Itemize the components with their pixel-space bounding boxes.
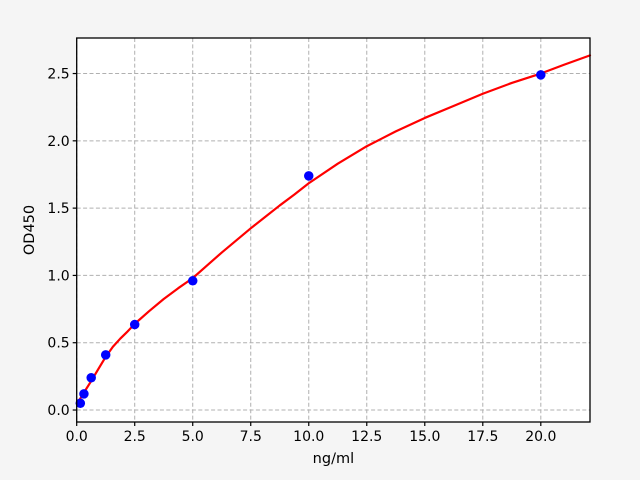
data-point — [100, 350, 111, 360]
data-point — [304, 171, 314, 181]
y-tick-label: 1.0 — [47, 268, 69, 284]
y-tick-label: 2.5 — [47, 67, 69, 83]
y-tick-label: 0.0 — [47, 403, 69, 419]
x-tick-label: 10.0 — [293, 429, 324, 445]
data-point — [536, 70, 546, 80]
y-tick-label: 0.5 — [47, 336, 69, 352]
data-point — [86, 372, 96, 383]
x-tick-label: 2.5 — [124, 429, 146, 445]
y-tick-label: 1.5 — [47, 201, 69, 217]
data-point — [79, 389, 89, 399]
x-tick-label: 7.5 — [240, 429, 262, 445]
x-axis-label: ng/ml — [313, 451, 354, 467]
x-tick-label: 20.0 — [525, 429, 556, 445]
axis-ticks — [72, 72, 542, 426]
data-series — [75, 54, 592, 409]
y-axis-label: OD450 — [22, 205, 38, 255]
x-tick-label: 17.5 — [467, 429, 498, 445]
x-tick-label: 12.5 — [351, 429, 382, 445]
gridlines — [76, 38, 590, 422]
x-tick-label: 5.0 — [182, 429, 204, 445]
data-point — [187, 276, 198, 286]
axes-border — [76, 37, 591, 423]
x-tick-label: 0.0 — [66, 429, 88, 445]
data-point — [129, 319, 140, 330]
axis-tick-labels: 0.0 2.5 5.0 7.5 10.0 12.5 15.0 17.5 20.0 0.0 0.5 1.… — [47, 67, 556, 445]
plot-area — [76, 38, 590, 422]
data-point — [75, 398, 86, 409]
x-tick-label: 15.0 — [409, 429, 440, 445]
y-tick-label: 2.0 — [47, 134, 69, 150]
